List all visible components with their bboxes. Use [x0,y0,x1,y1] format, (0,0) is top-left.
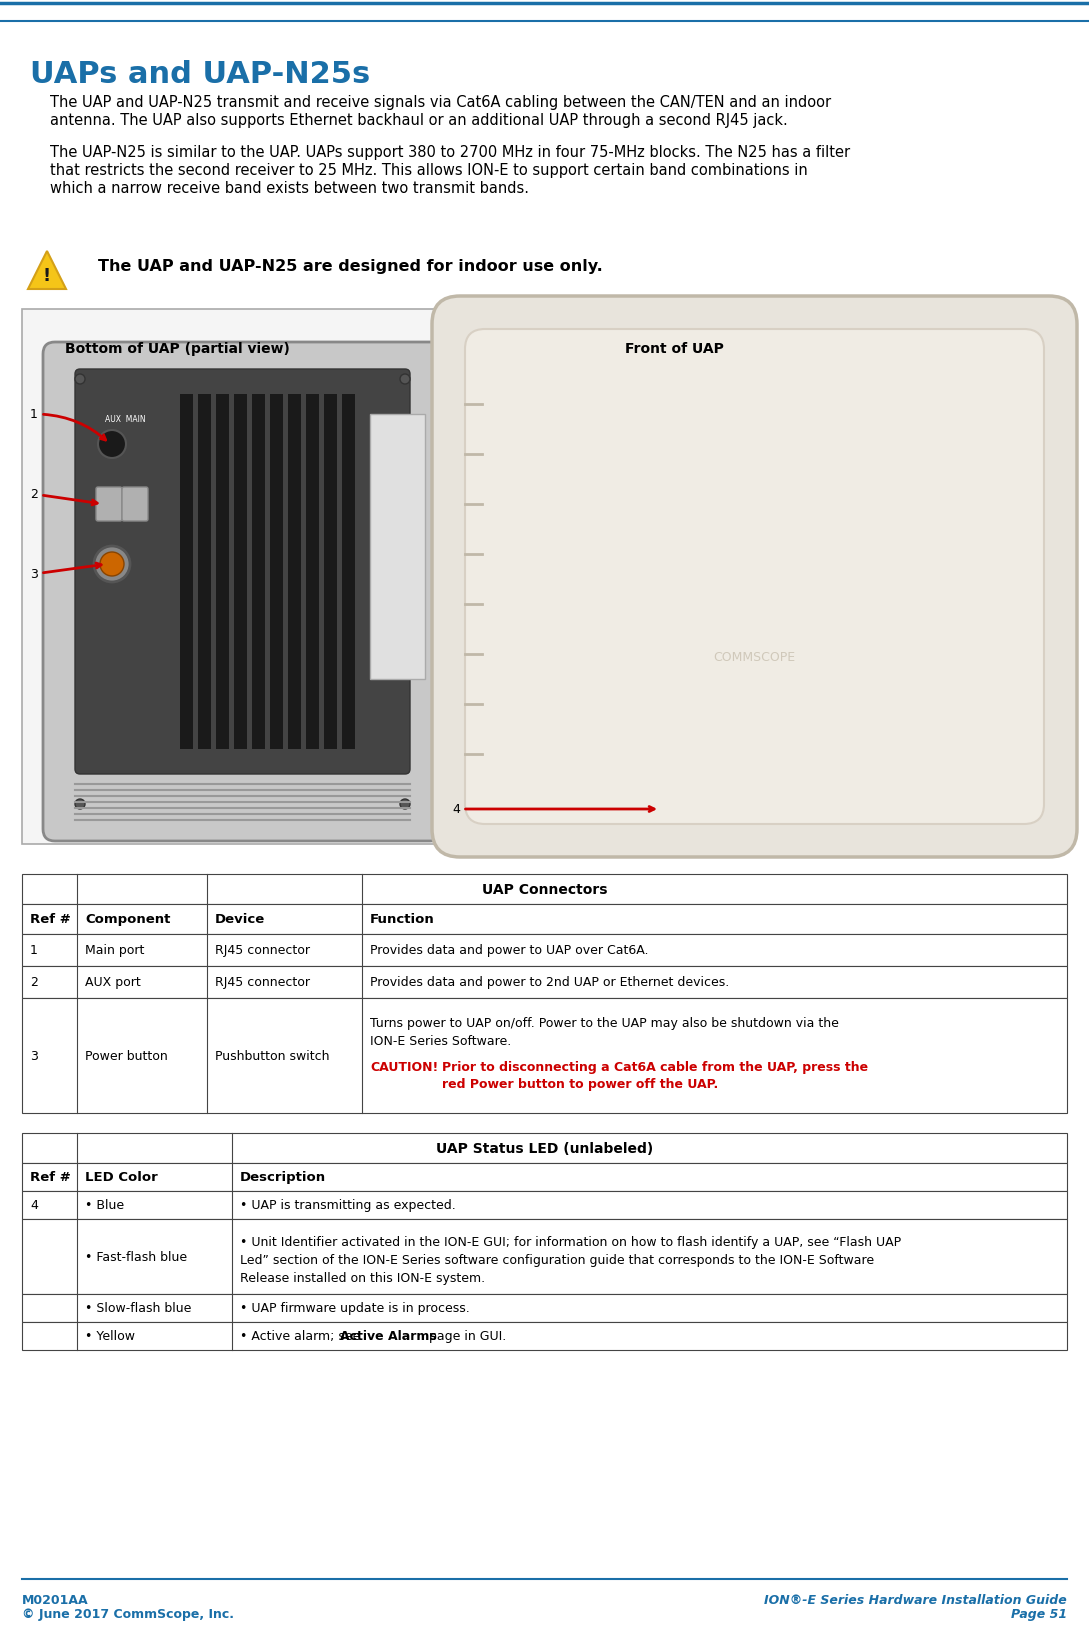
Text: Main port: Main port [85,943,145,956]
Circle shape [98,431,126,459]
Text: • Blue: • Blue [85,1200,124,1211]
Bar [22,1294,1067,1322]
FancyBboxPatch shape [42,343,442,842]
Bar [22,1219,1067,1294]
Text: COMMSCOPE: COMMSCOPE [713,651,796,664]
Text: !: ! [42,266,51,284]
Text: antenna. The UAP also supports Ethernet backhaul or an additional UAP through a : antenna. The UAP also supports Ethernet … [50,113,787,127]
Bar [22,904,1067,935]
Text: ION®-E Series Hardware Installation Guide: ION®-E Series Hardware Installation Guid… [764,1593,1067,1606]
Bar [370,415,425,679]
Text: 3: 3 [30,563,101,581]
Text: Component: Component [85,912,170,925]
Text: Release installed on this ION-E system.: Release installed on this ION-E system. [240,1271,485,1284]
Text: ION-E Series Software.: ION-E Series Software. [370,1035,511,1048]
Text: UAP Status LED (unlabeled): UAP Status LED (unlabeled) [436,1141,653,1155]
FancyBboxPatch shape [75,370,409,775]
Text: RJ45 connector: RJ45 connector [215,976,310,989]
Text: M0201AA: M0201AA [22,1593,88,1606]
Text: • UAP is transmitting as expected.: • UAP is transmitting as expected. [240,1200,456,1211]
Text: Pushbutton switch: Pushbutton switch [215,1049,330,1062]
Text: Power button: Power button [85,1049,168,1062]
Text: Bottom of UAP (partial view): Bottom of UAP (partial view) [65,341,290,356]
Bar [22,1133,1067,1164]
Text: • UAP firmware update is in process.: • UAP firmware update is in process. [240,1302,469,1315]
Bar [22,1164,1067,1191]
Bar [22,999,1067,1113]
Text: 1: 1 [30,943,38,956]
Text: UAP Connectors: UAP Connectors [481,883,608,896]
Text: Provides data and power to 2nd UAP or Ethernet devices.: Provides data and power to 2nd UAP or Et… [370,976,730,989]
Text: red Power button to power off the UAP.: red Power button to power off the UAP. [442,1077,719,1090]
Text: Ref #: Ref # [30,1170,71,1183]
Bar [234,395,247,749]
FancyBboxPatch shape [432,297,1077,857]
Bar [252,395,265,749]
Bar [22,875,1067,904]
Text: 2: 2 [30,976,38,989]
FancyBboxPatch shape [96,488,122,522]
Bar [22,935,1067,966]
Text: 2: 2 [30,488,97,506]
Bar [22,966,1067,999]
Bar [342,395,355,749]
Bar [325,395,337,749]
Text: Turns power to UAP on/off. Power to the UAP may also be shutdown via the: Turns power to UAP on/off. Power to the … [370,1017,839,1030]
Bar [306,395,319,749]
Text: Device: Device [215,912,266,925]
Text: • Slow-flash blue: • Slow-flash blue [85,1302,192,1315]
Text: page in GUI.: page in GUI. [425,1330,506,1343]
Text: The UAP and UAP-N25 are designed for indoor use only.: The UAP and UAP-N25 are designed for ind… [98,258,602,273]
Text: UAPs and UAP-N25s: UAPs and UAP-N25s [30,60,370,90]
Text: Front of UAP: Front of UAP [625,341,724,356]
Bar [270,395,283,749]
Circle shape [94,547,130,583]
Text: RJ45 connector: RJ45 connector [215,943,310,956]
Circle shape [75,375,85,385]
Text: • Unit Identifier activated in the ION-E GUI; for information on how to flash id: • Unit Identifier activated in the ION-E… [240,1235,901,1248]
Text: LED Color: LED Color [85,1170,158,1183]
Text: • Yellow: • Yellow [85,1330,135,1343]
Text: Description: Description [240,1170,326,1183]
Polygon shape [28,251,66,290]
Text: The UAP and UAP-N25 transmit and receive signals via Cat6A cabling between the C: The UAP and UAP-N25 transmit and receive… [50,95,831,109]
Text: Prior to disconnecting a Cat6A cable from the UAP, press the: Prior to disconnecting a Cat6A cable fro… [442,1061,868,1074]
Text: AUX port: AUX port [85,976,140,989]
Text: 4: 4 [452,803,654,816]
Circle shape [400,375,409,385]
Text: Page 51: Page 51 [1011,1608,1067,1621]
Text: CAUTION!: CAUTION! [370,1061,438,1074]
Bar [22,1322,1067,1350]
FancyBboxPatch shape [122,488,148,522]
Text: • Fast-flash blue: • Fast-flash blue [85,1250,187,1263]
Text: Provides data and power to UAP over Cat6A.: Provides data and power to UAP over Cat6… [370,943,649,956]
Text: 3: 3 [30,1049,38,1062]
Text: Function: Function [370,912,435,925]
Bar [216,395,229,749]
Text: 4: 4 [30,1200,38,1211]
Bar [22,310,1067,844]
Text: that restricts the second receiver to 25 MHz. This allows ION-E to support certa: that restricts the second receiver to 25… [50,163,808,178]
Circle shape [400,800,409,809]
Circle shape [75,800,85,809]
Circle shape [100,553,124,576]
Text: AUX  MAIN: AUX MAIN [105,415,145,424]
Text: which a narrow receive band exists between two transmit bands.: which a narrow receive band exists betwe… [50,181,529,196]
Text: Ref #: Ref # [30,912,71,925]
Text: 1: 1 [30,408,106,441]
Bar [198,395,211,749]
Bar [287,395,301,749]
Bar [22,1191,1067,1219]
Text: © June 2017 CommScope, Inc.: © June 2017 CommScope, Inc. [22,1608,234,1621]
Text: Active Alarms: Active Alarms [340,1330,437,1343]
Text: • Active alarm; see: • Active alarm; see [240,1330,365,1343]
Bar [180,395,193,749]
Text: Led” section of the ION-E Series software configuration guide that corresponds t: Led” section of the ION-E Series softwar… [240,1253,874,1266]
FancyBboxPatch shape [465,330,1044,824]
Text: The UAP-N25 is similar to the UAP. UAPs support 380 to 2700 MHz in four 75-MHz b: The UAP-N25 is similar to the UAP. UAPs … [50,145,851,160]
